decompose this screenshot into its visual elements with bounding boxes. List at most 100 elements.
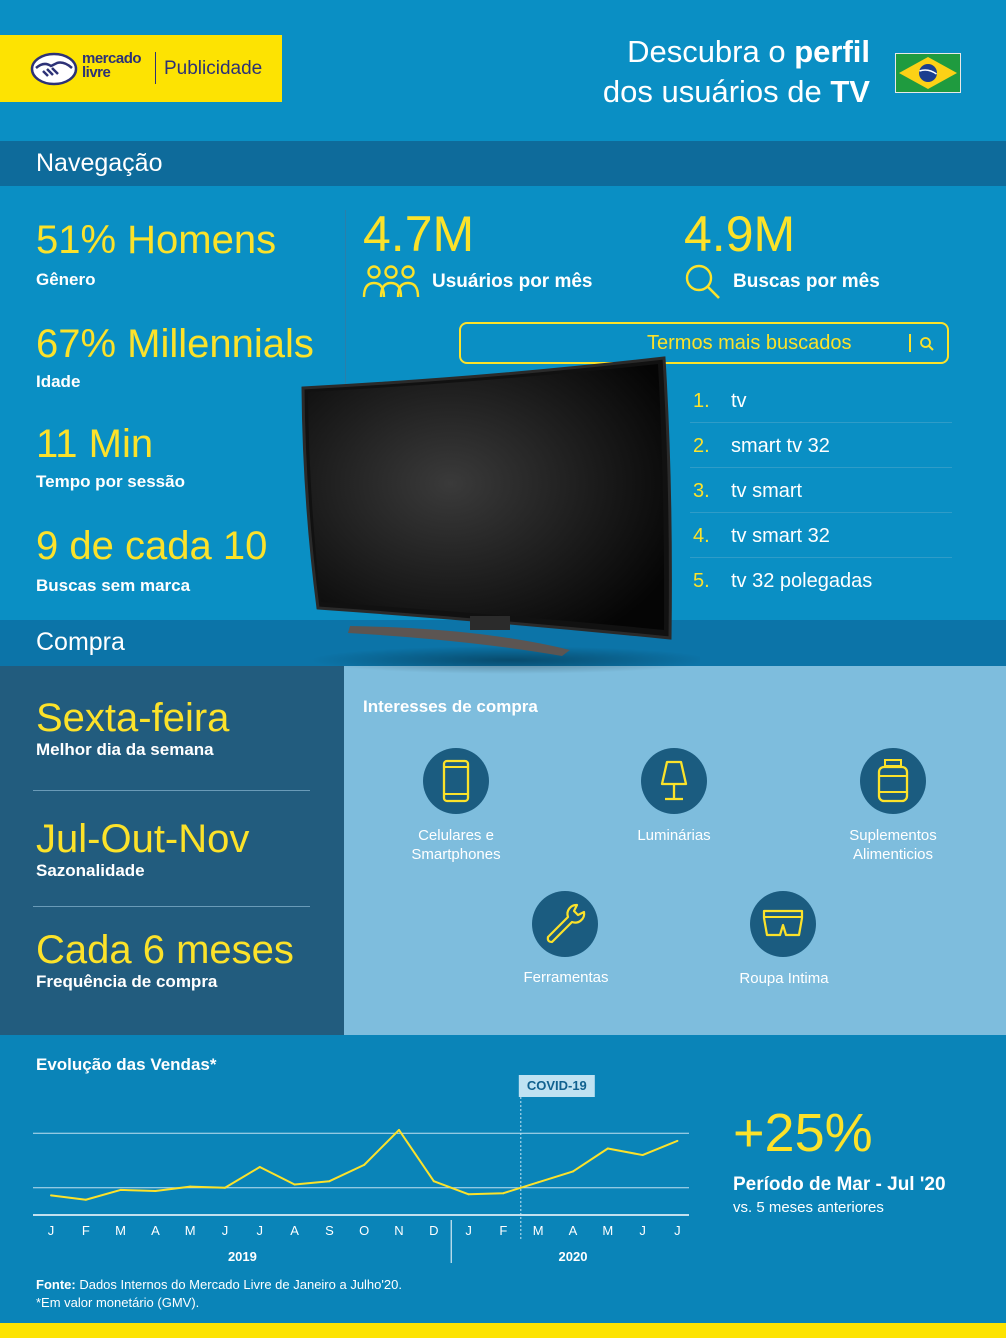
users-icon — [362, 265, 420, 298]
term-row-5: 5. tv 32 polegadas — [690, 558, 952, 603]
term-row-3: 3. tv smart — [690, 468, 952, 513]
x-tick-label: M — [115, 1223, 126, 1238]
lamp-icon — [660, 760, 688, 801]
interest-tools — [532, 891, 598, 957]
interest-label-line1: Celulares e — [418, 827, 494, 844]
stat-divider — [33, 790, 310, 791]
stat-seasonality-label: Sazonalidade — [36, 861, 145, 880]
users-label: Usuários por mês — [432, 271, 593, 292]
interest-smartphones — [423, 748, 489, 814]
title-part1: Descubra o — [627, 34, 795, 69]
brand-name-line1: mercado — [82, 50, 142, 67]
term-text: tv smart 32 — [731, 525, 830, 547]
stat-best-day-value: Sexta-feira — [36, 696, 230, 740]
search-box-label: Termos mais buscados — [647, 332, 852, 354]
interests-title: Interesses de compra — [363, 697, 538, 716]
sales-evolution-section: Evolução das Vendas* COVID-19 J F M A M J J A S O N… — [0, 1035, 1006, 1323]
interest-label: Celulares e Smartphones — [366, 826, 546, 864]
data-point — [432, 1180, 435, 1183]
stat-session-value: 11 Min — [36, 422, 154, 466]
searches-label: Buscas por mês — [733, 271, 880, 292]
data-point — [328, 1180, 331, 1183]
x-tick-label: J — [222, 1223, 229, 1238]
term-row-1: 1. tv — [690, 378, 952, 423]
stat-divider — [33, 906, 310, 907]
data-point — [119, 1188, 122, 1191]
x-tick-label: M — [602, 1223, 613, 1238]
stat-gender-value: 51% Homens — [36, 218, 277, 262]
wrench-icon — [546, 903, 586, 944]
data-point — [258, 1166, 261, 1169]
x-tick-label: A — [569, 1223, 578, 1238]
purchase-stats-panel: Sexta-feira Melhor dia da semana Jul-Out… — [0, 666, 344, 1035]
top-search-terms-box: Termos mais buscados — [459, 322, 949, 364]
interest-label: Roupa Intima — [694, 969, 874, 988]
stat-best-day: Sexta-feira Melhor dia da semana — [36, 696, 229, 760]
stat-unbranded-label: Buscas sem marca — [36, 576, 191, 595]
stat-unbranded: 9 de cada 10 Buscas sem marca — [36, 524, 267, 596]
search-small-icon — [920, 337, 934, 351]
x-tick-label: J — [639, 1223, 646, 1238]
supplement-jar-icon — [877, 759, 909, 803]
source-text: Dados Internos do Mercado Livre de Janei… — [75, 1277, 402, 1292]
x-tick-label: J — [48, 1223, 55, 1238]
search-caret — [909, 334, 911, 352]
x-tick-label: A — [151, 1223, 160, 1238]
stat-session-label: Tempo por sessão — [36, 472, 185, 491]
data-point — [502, 1192, 505, 1195]
interest-underwear — [750, 891, 816, 957]
stat-frequency-label: Frequência de compra — [36, 972, 218, 991]
x-tick-label: M — [533, 1223, 544, 1238]
section-bar-navegacao: Navegação — [0, 141, 1006, 186]
data-point — [363, 1163, 366, 1166]
term-rank: 2. — [693, 435, 710, 457]
x-tick-label: J — [257, 1223, 264, 1238]
stat-frequency: Cada 6 meses Frequência de compra — [36, 928, 294, 992]
interest-label-line1: Luminárias — [637, 827, 711, 844]
data-point — [189, 1185, 192, 1188]
data-point — [641, 1154, 644, 1157]
x-tick-label: O — [359, 1223, 369, 1238]
year-label: 2019 — [228, 1249, 257, 1264]
term-row-2: 2. smart tv 32 — [690, 423, 952, 468]
data-point — [84, 1198, 87, 1201]
x-tick-label: A — [290, 1223, 299, 1238]
stat-unbranded-value: 9 de cada 10 — [36, 524, 268, 568]
term-rank: 3. — [693, 480, 710, 502]
stat-age-label: Idade — [36, 372, 81, 391]
bottom-accent-bar — [0, 1323, 1006, 1338]
covid-label: COVID-19 — [527, 1078, 587, 1093]
data-point — [50, 1194, 52, 1197]
search-icon — [685, 264, 720, 299]
interest-label-line2: Alimenticios — [852, 846, 934, 863]
stat-age-value: 67% Millennials — [36, 322, 314, 366]
tv-image — [301, 356, 700, 674]
vertical-divider — [345, 210, 346, 390]
interest-lamps — [641, 748, 707, 814]
growth-comparison: vs. 5 meses anteriores — [733, 1199, 884, 1216]
data-point — [293, 1183, 296, 1186]
term-text: tv — [731, 390, 747, 412]
searches-value: 4.9M — [684, 206, 796, 262]
growth-period: Período de Mar - Jul '20 — [733, 1174, 946, 1195]
interest-label-line1: Suplementos — [849, 827, 937, 844]
brand-logo-box: mercado livre Publicidade — [0, 35, 282, 102]
underwear-icon — [762, 909, 804, 937]
year-label: 2020 — [559, 1249, 588, 1264]
x-tick-label: J — [465, 1223, 472, 1238]
page-title: Descubra o perfil dos usuários de TV — [603, 32, 870, 112]
section-title-navegacao: Navegação — [36, 149, 163, 177]
data-point — [398, 1128, 400, 1131]
stat-seasonality-value: Jul-Out-Nov — [36, 817, 250, 861]
term-rank: 5. — [693, 570, 710, 592]
interest-label-line1: Ferramentas — [523, 969, 609, 986]
x-tick-label: M — [185, 1223, 196, 1238]
covid-label-box — [518, 1075, 595, 1097]
term-text: smart tv 32 — [731, 435, 830, 457]
smartphone-icon — [442, 759, 470, 803]
chart-title: Evolução das Vendas* — [36, 1055, 217, 1074]
stat-session-time: 11 Min Tempo por sessão — [36, 422, 185, 492]
users-value: 4.7M — [363, 206, 475, 262]
x-tick-label: F — [499, 1223, 507, 1238]
